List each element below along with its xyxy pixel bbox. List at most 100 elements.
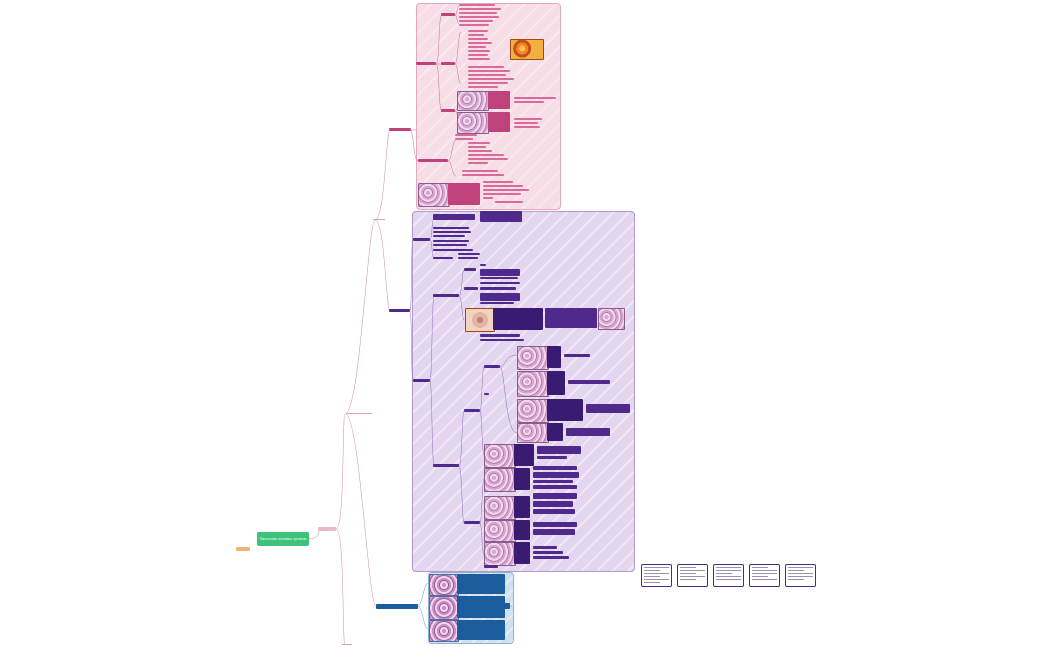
purple-image-caption[interactable]: [547, 423, 563, 441]
purple-leaf[interactable]: [586, 404, 630, 413]
summary-thumbnail[interactable]: [677, 564, 708, 587]
purple-leaf[interactable]: [433, 231, 471, 233]
pink-sub-node[interactable]: [416, 62, 436, 65]
purple-sub-node[interactable]: [464, 287, 478, 290]
purple-leaf[interactable]: [533, 480, 573, 483]
pink-leaf[interactable]: [468, 54, 488, 56]
purple-image-caption[interactable]: [514, 444, 534, 466]
pink-leaf[interactable]: [468, 146, 486, 148]
purple-sub-node[interactable]: [464, 521, 480, 524]
blue-image-caption[interactable]: [457, 574, 505, 594]
purple-leaf[interactable]: [545, 308, 597, 328]
pink-leaf[interactable]: [468, 50, 490, 52]
pink-leaf[interactable]: [483, 189, 529, 191]
tissue-image[interactable]: [484, 444, 516, 468]
tissue-image[interactable]: [598, 308, 625, 330]
blue-main-node[interactable]: [376, 604, 418, 609]
tissue-image[interactable]: [457, 112, 489, 134]
pink-leaf[interactable]: [514, 122, 538, 124]
purple-image-caption[interactable]: [547, 371, 565, 395]
tissue-image[interactable]: [510, 39, 544, 60]
pink-image-caption[interactable]: [448, 183, 480, 205]
purple-leaf[interactable]: [433, 240, 469, 242]
summary-thumbnail[interactable]: [785, 564, 816, 587]
purple-sub-node[interactable]: [413, 379, 430, 382]
pink-image-caption[interactable]: [488, 112, 510, 132]
purple-leaf[interactable]: [433, 257, 453, 259]
purple-leaf[interactable]: [484, 393, 489, 395]
central-topic[interactable]: Патология половых органов: [257, 532, 309, 546]
pink-leaf[interactable]: [514, 97, 556, 99]
pink-leaf[interactable]: [514, 126, 540, 128]
tissue-image[interactable]: [517, 371, 549, 397]
pink-leaf[interactable]: [468, 34, 484, 36]
blue-image-caption[interactable]: [457, 596, 505, 618]
pink-leaf[interactable]: [459, 4, 495, 6]
purple-leaf[interactable]: [533, 501, 573, 507]
purple-leaf[interactable]: [533, 556, 569, 559]
pink-sub-node[interactable]: [441, 109, 455, 112]
tissue-image[interactable]: [429, 596, 459, 620]
purple-leaf[interactable]: [568, 380, 610, 384]
purple-sub-node[interactable]: [464, 409, 480, 412]
purple-leaf[interactable]: [484, 565, 498, 568]
tissue-image[interactable]: [418, 183, 450, 207]
purple-leaf[interactable]: [480, 339, 524, 341]
pink-leaf[interactable]: [468, 82, 508, 84]
purple-image-caption[interactable]: [493, 308, 543, 330]
purple-leaf[interactable]: [480, 334, 520, 337]
tissue-image[interactable]: [484, 542, 516, 566]
purple-sub-node[interactable]: [464, 268, 476, 271]
tissue-image[interactable]: [484, 520, 516, 542]
purple-leaf[interactable]: [533, 551, 563, 554]
purple-leaf[interactable]: [537, 456, 567, 459]
pink-leaf[interactable]: [483, 185, 523, 187]
tissue-image[interactable]: [429, 574, 459, 596]
purple-leaf[interactable]: [480, 287, 516, 290]
pink-leaf[interactable]: [468, 58, 490, 60]
pink-leaf[interactable]: [468, 46, 486, 48]
pink-main-node[interactable]: [389, 128, 411, 131]
pink-leaf[interactable]: [455, 138, 473, 140]
pink-leaf[interactable]: [468, 142, 490, 144]
side-label[interactable]: [236, 547, 250, 551]
purple-leaf[interactable]: [533, 546, 557, 549]
purple-image-caption[interactable]: [514, 542, 530, 564]
purple-leaf[interactable]: [458, 257, 478, 259]
purple-leaf[interactable]: [537, 446, 581, 454]
pink-leaf[interactable]: [459, 12, 497, 14]
purple-leaf[interactable]: [480, 211, 522, 222]
pink-sub-node[interactable]: [441, 62, 455, 65]
summary-thumbnail[interactable]: [713, 564, 744, 587]
purple-leaf[interactable]: [480, 277, 518, 279]
pink-leaf[interactable]: [514, 118, 542, 120]
pink-leaf[interactable]: [468, 38, 488, 40]
tissue-image[interactable]: [429, 620, 459, 642]
summary-thumbnail[interactable]: [749, 564, 780, 587]
pink-leaf[interactable]: [483, 181, 513, 183]
pink-leaf[interactable]: [459, 24, 489, 26]
main-branch-node[interactable]: [318, 527, 336, 531]
purple-image-caption[interactable]: [547, 399, 583, 421]
pink-leaf[interactable]: [459, 16, 499, 18]
pink-leaf[interactable]: [483, 193, 521, 195]
purple-sub-node[interactable]: [413, 238, 430, 241]
blue-leaf[interactable]: [496, 603, 510, 609]
tissue-image[interactable]: [484, 468, 516, 492]
summary-thumbnail[interactable]: [641, 564, 672, 587]
tissue-image[interactable]: [517, 423, 549, 443]
tissue-image[interactable]: [457, 91, 489, 111]
tissue-image[interactable]: [517, 399, 549, 423]
purple-image-caption[interactable]: [547, 346, 561, 368]
pink-sub-node[interactable]: [418, 159, 448, 162]
purple-leaf[interactable]: [533, 509, 575, 514]
tissue-image[interactable]: [465, 308, 495, 332]
purple-leaf[interactable]: [533, 466, 577, 470]
pink-leaf[interactable]: [455, 134, 477, 136]
pink-leaf[interactable]: [462, 174, 504, 176]
purple-leaf[interactable]: [433, 249, 473, 251]
purple-sub-node[interactable]: [433, 464, 459, 467]
pink-leaf[interactable]: [468, 154, 504, 156]
purple-leaf[interactable]: [480, 269, 520, 276]
